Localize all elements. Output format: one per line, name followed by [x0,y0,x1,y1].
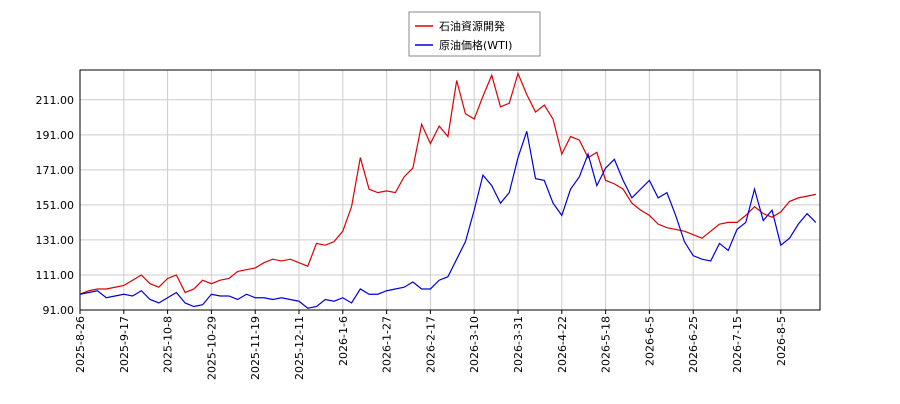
legend-label: 石油資源開発 [439,19,505,33]
plot-frame [79,69,821,311]
x-tick-label: 2025-11-19 [249,316,262,380]
x-tick-label: 2026-6-5 [643,316,656,366]
y-tick-label: 151.00 [36,199,75,212]
legend-box [408,11,541,57]
x-tick-label: 2026-3-10 [468,316,481,373]
x-tick-label: 2026-4-22 [556,316,569,373]
y-tick-label: 111.00 [36,269,75,282]
y-tick-label: 91.00 [43,304,75,317]
x-tick-label: 2025-10-29 [205,316,218,380]
x-tick-label: 2025-9-17 [118,316,131,373]
x-tick-label: 2025-10-8 [162,316,175,373]
y-tick-label: 131.00 [36,234,75,247]
y-tick-label: 211.00 [36,94,75,107]
legend-label: 原油価格(WTI) [439,38,512,52]
x-tick-label: 2026-3-31 [512,316,525,373]
x-tick-label: 2026-5-18 [600,316,613,373]
x-tick-label: 2026-1-6 [337,316,350,366]
x-tick-label: 2026-8-5 [775,316,788,366]
x-tick-label: 2026-6-25 [687,316,700,373]
series-line [79,71,816,295]
y-tick-label: 171.00 [36,164,75,177]
x-tick-label: 2026-7-15 [731,316,744,373]
x-tick-label: 2025-8-26 [74,316,87,373]
y-tick-label: 191.00 [36,129,75,142]
x-tick-label: 2026-2-17 [424,316,437,373]
series-line [79,131,817,309]
x-tick-label: 2025-12-11 [293,316,306,380]
x-tick-label: 2026-1-27 [381,316,394,373]
